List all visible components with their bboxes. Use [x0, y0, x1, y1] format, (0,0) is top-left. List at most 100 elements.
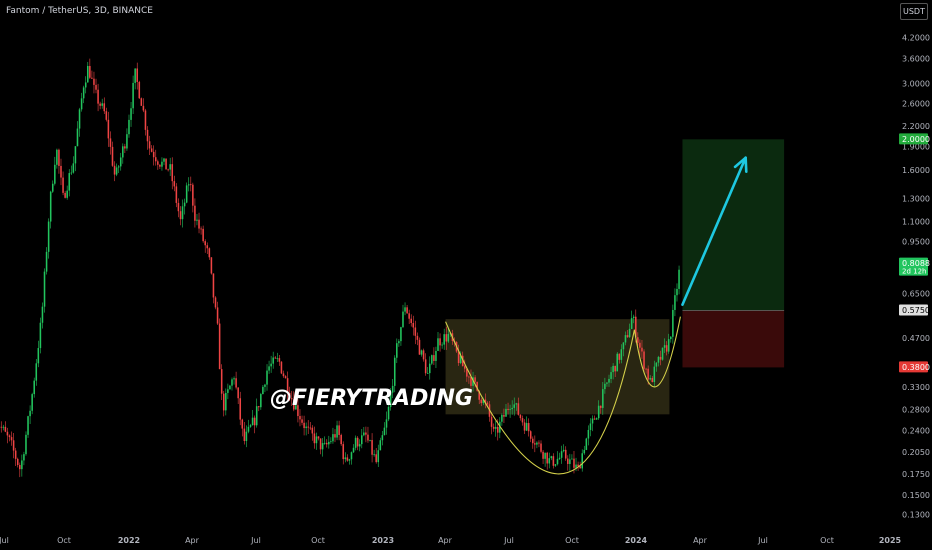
candle-body: [62, 177, 64, 193]
candle-body: [231, 379, 233, 386]
candle: [84, 76, 87, 94]
candle: [297, 399, 299, 423]
candle-body: [352, 447, 355, 453]
candle-body: [674, 295, 676, 310]
y-tick-label: 1.9000: [902, 142, 930, 151]
candle: [393, 355, 396, 393]
candle-body: [350, 452, 353, 460]
candle-body: [595, 418, 598, 420]
candle: [49, 190, 52, 229]
candle: [336, 420, 338, 441]
x-tick-label: Jul: [503, 536, 514, 545]
candle: [2, 424, 5, 431]
price-label-value: 0.3800: [902, 363, 930, 372]
candle: [540, 440, 542, 454]
candle: [4, 421, 7, 433]
candle: [632, 314, 635, 324]
candle-body: [84, 82, 87, 88]
candle: [614, 365, 616, 377]
candle-body: [496, 426, 499, 433]
candle-body: [587, 429, 590, 439]
candle: [383, 422, 386, 436]
candle: [60, 158, 62, 186]
candle: [544, 452, 546, 467]
candle: [490, 412, 493, 435]
candle-body: [152, 151, 155, 158]
candle: [163, 157, 165, 166]
candle-body: [393, 357, 396, 386]
candle: [583, 445, 586, 455]
candle: [311, 425, 314, 441]
candle-body: [538, 442, 540, 444]
candle: [418, 337, 421, 355]
candle-body: [377, 450, 380, 463]
price-label-value: 0.8088: [902, 259, 930, 268]
candle: [41, 302, 44, 329]
candle-body: [93, 78, 95, 85]
candle: [443, 328, 445, 350]
candle-body: [12, 440, 15, 451]
candle: [676, 283, 678, 302]
candle: [604, 377, 606, 394]
candle: [396, 338, 398, 363]
candle-body: [194, 205, 196, 221]
target-arrow: [681, 156, 747, 306]
candle-body: [325, 442, 328, 445]
candle: [569, 453, 571, 471]
candle-body: [150, 148, 153, 152]
candle-body: [119, 157, 122, 167]
candle: [31, 392, 33, 415]
candle-body: [51, 183, 54, 192]
candle: [282, 370, 285, 378]
candle-body: [678, 269, 680, 289]
candle-body: [132, 82, 134, 109]
candle-body: [21, 460, 23, 470]
candle: [206, 242, 209, 255]
candle-body: [206, 245, 209, 249]
candle-body: [179, 211, 182, 220]
candle-body: [552, 456, 555, 466]
y-tick-label: 0.1300: [902, 511, 930, 520]
candle-body: [527, 423, 530, 432]
candle: [167, 168, 169, 172]
candle: [542, 449, 544, 465]
candle-body: [612, 365, 614, 373]
candle: [91, 70, 93, 80]
candle: [6, 427, 9, 444]
candle-body: [342, 444, 345, 460]
candle-body: [70, 172, 73, 174]
candle-body: [317, 436, 320, 439]
candle-body: [665, 345, 668, 352]
y-tick-label: 0.4700: [902, 334, 930, 343]
candle: [612, 363, 614, 380]
candle: [628, 323, 631, 338]
candle: [484, 393, 487, 409]
candle-body: [645, 368, 647, 370]
candle: [194, 198, 196, 228]
candle-body: [610, 372, 612, 379]
candle-body: [369, 440, 371, 441]
y-tick-label: 2.2000: [902, 122, 930, 131]
candle-body: [591, 418, 594, 424]
target-zone: [682, 139, 785, 311]
candle: [400, 326, 402, 346]
candle: [352, 444, 355, 454]
candle: [531, 436, 534, 449]
y-tick-label: 1.6000: [902, 166, 930, 175]
candle: [247, 419, 250, 434]
candle-body: [567, 458, 569, 464]
y-tick-label: 0.2050: [902, 448, 930, 457]
candle: [599, 405, 602, 414]
currency-selector[interactable]: USDT: [900, 3, 928, 20]
candle: [105, 107, 108, 122]
candle-body: [422, 350, 425, 360]
candle-body: [379, 440, 382, 451]
candle-body: [521, 418, 524, 423]
candle-body: [80, 98, 83, 110]
candle-body: [241, 419, 244, 429]
candle: [476, 381, 478, 392]
candle: [138, 80, 141, 99]
candle: [367, 426, 369, 443]
